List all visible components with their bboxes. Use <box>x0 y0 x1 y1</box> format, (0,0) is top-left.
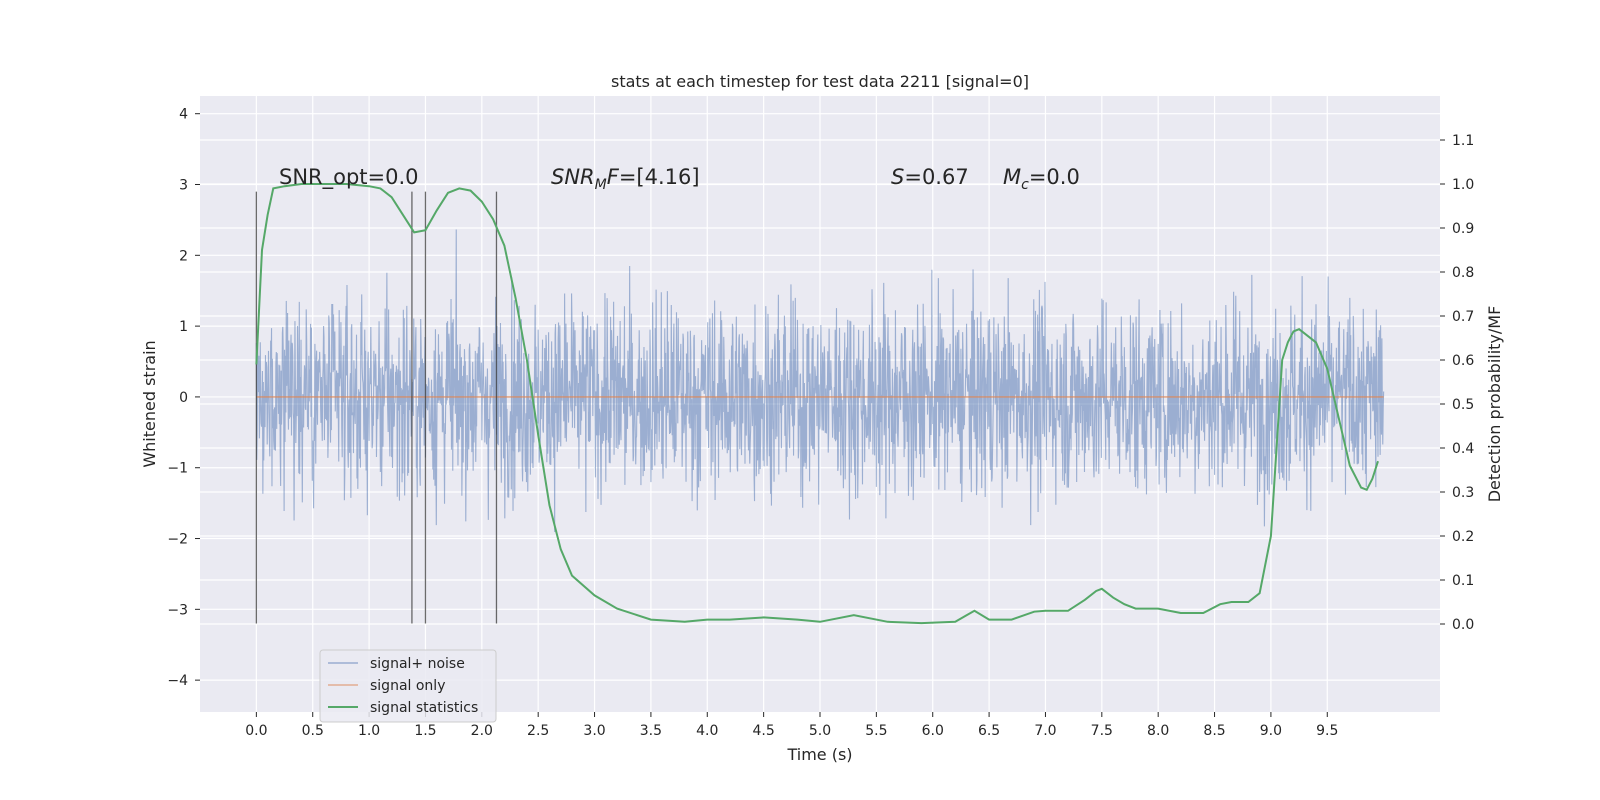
legend-label-signal-noise: signal+ noise <box>370 656 465 672</box>
y-right-tick-label: 0.5 <box>1452 397 1474 413</box>
y-tick-label: −3 <box>167 602 188 618</box>
x-tick-label: 6.5 <box>978 723 1000 739</box>
y-right-tick-label: 0.9 <box>1452 221 1474 237</box>
annotation-mc: Mc=0.0 <box>1003 165 1080 193</box>
x-tick-label: 2.0 <box>471 723 493 739</box>
x-tick-label: 7.0 <box>1034 723 1056 739</box>
y-right-tick-label: 0.7 <box>1452 309 1474 325</box>
legend: signal+ noise signal only signal statist… <box>319 649 497 723</box>
y-tick-label: −1 <box>167 461 188 477</box>
x-tick-labels: 0.0 0.5 1.0 1.5 2.0 2.5 3.0 3.5 4.0 4.5 5.0 5.5 6.0 6… <box>245 712 1338 739</box>
y-right-tick-label: 0.3 <box>1452 485 1474 501</box>
y-tick-label: 1 <box>179 319 188 335</box>
y-right-tick-label: 1.1 <box>1452 133 1474 149</box>
x-tick-label: 3.0 <box>583 723 605 739</box>
signal-statistics-line <box>255 183 1379 625</box>
y-tick-label: 0 <box>179 390 188 406</box>
y-axis-label: Whitened strain <box>140 340 159 467</box>
annotation-mc-rest: =0.0 <box>1029 165 1080 189</box>
y-tick-labels: −4 −3 −2 −1 0 1 2 3 4 <box>167 107 200 689</box>
x-tick-label: 5.0 <box>809 723 831 739</box>
annotation-mc-sub: c <box>1021 177 1029 193</box>
annotation-s: S=0.67 <box>891 165 969 189</box>
x-tick-label: 4.5 <box>753 723 775 739</box>
legend-label-signal-statistics: signal statistics <box>370 700 478 716</box>
y-tick-label: 2 <box>179 248 188 264</box>
y-tick-label: −2 <box>167 532 188 548</box>
legend-box <box>319 649 497 723</box>
y-right-tick-labels: 0.0 0.1 0.2 0.3 0.4 0.5 0.6 0.7 0.8 0.9 1.0 1.1 <box>1440 133 1474 633</box>
y-right-axis-label: Detection probability/MF <box>1485 306 1504 503</box>
annotation-snr-mf-rest: =[4.16] <box>619 165 700 189</box>
x-tick-label: 2.5 <box>527 723 549 739</box>
y-right-tick-label: 1.0 <box>1452 177 1474 193</box>
x-axis-label: Time (s) <box>786 745 852 764</box>
y-right-tick-label: 0.0 <box>1452 617 1474 633</box>
annotation-snr-mf-sub: M <box>595 177 607 193</box>
signal-noise-series <box>255 229 1385 532</box>
chart-title: stats at each timestep for test data 221… <box>611 72 1029 91</box>
x-tick-label: 0.5 <box>302 723 324 739</box>
y-right-tick-label: 0.4 <box>1452 441 1474 457</box>
annotation-mc-main: M <box>1003 165 1021 189</box>
signal-noise-line <box>255 229 1385 532</box>
x-tick-label: 8.0 <box>1147 723 1169 739</box>
y-right-tick-label: 0.6 <box>1452 353 1474 369</box>
vertical-markers <box>255 191 498 624</box>
annotation-snr-opt: SNR_opt=0.0 <box>279 165 419 190</box>
annotation-s-rest: =0.67 <box>904 165 968 189</box>
x-tick-label: 1.0 <box>358 723 380 739</box>
x-tick-label: 9.0 <box>1260 723 1282 739</box>
x-tick-label: 9.5 <box>1316 723 1338 739</box>
annotation-snr-mf: SNRMF=[4.16] <box>551 165 700 193</box>
y-right-tick-label: 0.8 <box>1452 265 1474 281</box>
x-tick-label: 7.5 <box>1091 723 1113 739</box>
x-tick-label: 1.5 <box>414 723 436 739</box>
annotation-s-main: S <box>891 165 904 189</box>
y-tick-label: −4 <box>167 673 188 689</box>
x-tick-label: 4.0 <box>696 723 718 739</box>
y-right-tick-label: 0.1 <box>1452 573 1474 589</box>
x-tick-label: 0.0 <box>245 723 267 739</box>
y-tick-label: 4 <box>179 107 188 123</box>
x-tick-label: 5.5 <box>865 723 887 739</box>
x-tick-label: 8.5 <box>1203 723 1225 739</box>
annotation-snr-mf-main: SNR <box>551 165 595 189</box>
y-tick-label: 3 <box>179 178 188 194</box>
annotation-snr-mf-f: F <box>607 165 620 189</box>
x-tick-label: 6.0 <box>922 723 944 739</box>
legend-label-signal-only: signal only <box>370 678 445 694</box>
x-tick-label: 3.5 <box>640 723 662 739</box>
y-right-tick-label: 0.2 <box>1452 529 1474 545</box>
